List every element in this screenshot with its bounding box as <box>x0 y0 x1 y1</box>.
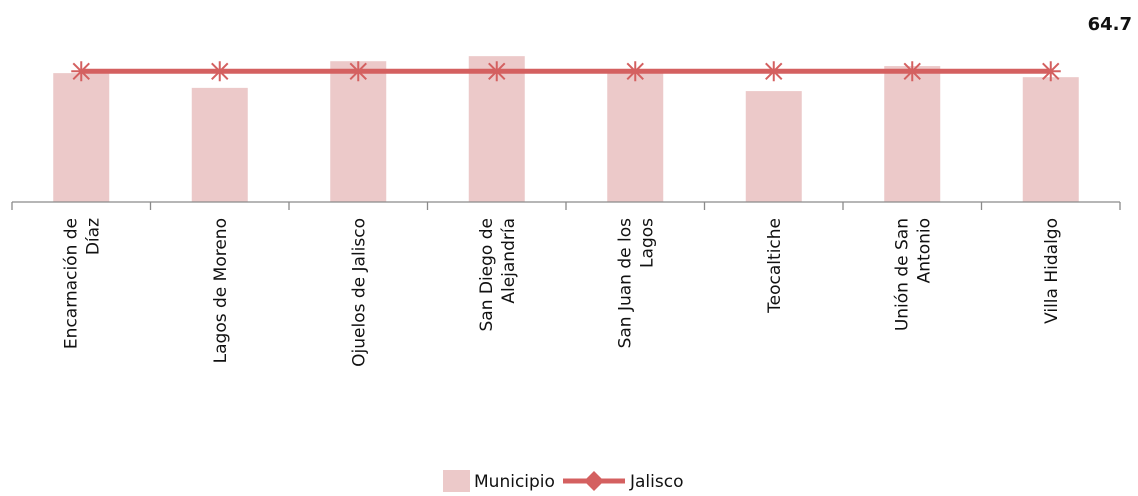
jalisco-marker <box>902 61 923 82</box>
legend-swatch-municipio <box>443 470 470 492</box>
legend: Municipio Jalisco <box>443 470 683 492</box>
bar <box>330 61 387 203</box>
x-axis <box>11 201 1121 210</box>
bar <box>607 71 664 202</box>
bar <box>1022 77 1079 202</box>
bars-layer <box>53 56 1079 203</box>
x-tick-label: Ojuelos de Jalisco <box>349 218 369 367</box>
bar <box>884 66 941 202</box>
x-tick-label: Teocaltiche <box>765 218 785 314</box>
x-tick-label: San Diego de <box>477 218 497 332</box>
jalisco-marker <box>71 61 92 82</box>
jalisco-value-label: 64.7 <box>1088 14 1132 35</box>
jalisco-marker <box>625 61 646 82</box>
jalisco-marker <box>1040 61 1061 82</box>
x-tick-label: Villa Hidalgo <box>1042 218 1062 324</box>
x-tick-label: Lagos <box>637 218 657 268</box>
x-tick-label: Unión de San <box>892 218 912 331</box>
x-tick-label: Alejandría <box>499 218 519 304</box>
legend-marker-jalisco <box>584 471 604 491</box>
x-tick-label: San Juan de los <box>615 218 635 349</box>
legend-label-jalisco: Jalisco <box>629 472 683 492</box>
jalisco-line-layer <box>71 61 1061 82</box>
x-tick-labels: Encarnación de Díaz Lagos de Moreno Ojuelos… <box>61 218 1062 367</box>
legend-label-municipio: Municipio <box>474 472 555 492</box>
x-tick-label: Díaz <box>83 218 103 255</box>
bar <box>745 91 802 202</box>
x-tick-label: Lagos de Moreno <box>211 218 231 363</box>
jalisco-marker <box>209 61 230 82</box>
jalisco-marker <box>486 61 507 82</box>
x-tick-label: Encarnación de <box>61 218 81 349</box>
jalisco-marker <box>763 61 784 82</box>
x-tick-label: Antonio <box>914 218 934 283</box>
bar <box>191 87 248 202</box>
jalisco-marker <box>348 61 369 82</box>
bar <box>53 73 110 203</box>
